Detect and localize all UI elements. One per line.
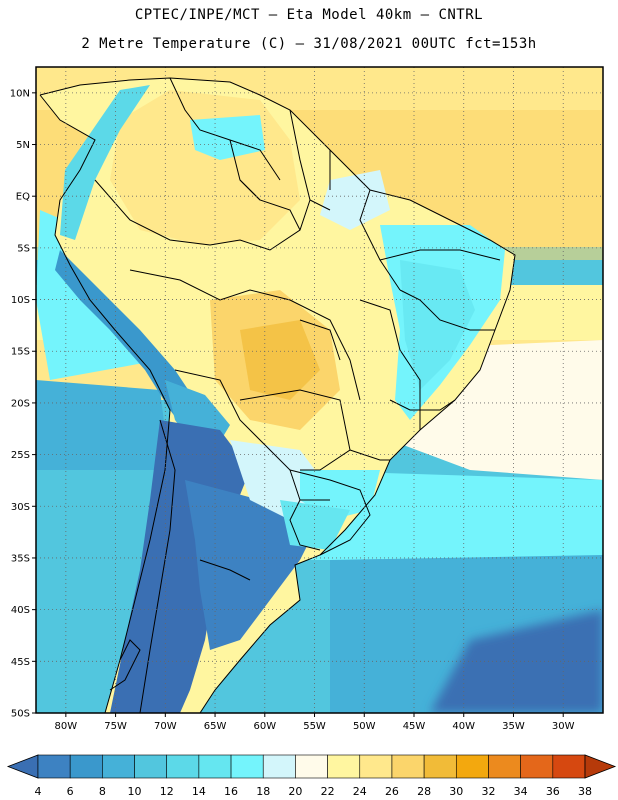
lat-label: 45S <box>11 657 30 668</box>
colorbar-label: 34 <box>514 785 528 798</box>
lat-label: 20S <box>11 398 30 409</box>
lat-label: 5S <box>17 243 30 254</box>
colorbar-bin <box>69 754 103 779</box>
colorbar: 4 6 8 10 12 14 16 18 20 22 24 26 28 30 32 34 36 38 <box>6 754 617 798</box>
colorbar-low-arrow <box>6 754 39 779</box>
lon-label: 80W <box>55 721 78 732</box>
colorbar-high-arrow <box>584 754 617 779</box>
colorbar-bin <box>552 754 586 779</box>
colorbar-bin <box>102 754 135 779</box>
colorbar-label: 14 <box>192 785 206 798</box>
colorbar-label: 12 <box>160 785 174 798</box>
lon-label: 35W <box>502 721 525 732</box>
colorbar-label: 20 <box>288 785 302 798</box>
lon-label: 40W <box>452 721 475 732</box>
colorbar-bin <box>198 754 232 779</box>
colorbar-label: 24 <box>353 785 367 798</box>
map-frame <box>35 66 604 714</box>
lon-label: 75W <box>104 721 127 732</box>
colorbar-bin <box>455 754 489 779</box>
colorbar-bin <box>520 754 554 779</box>
colorbar-label: 6 <box>67 785 74 798</box>
colorbar-label: 22 <box>321 785 335 798</box>
colorbar-label: 8 <box>99 785 106 798</box>
graticule <box>36 67 603 713</box>
colorbar-bin <box>230 754 264 779</box>
lat-label: 35S <box>11 553 30 564</box>
colorbar-bin <box>359 754 393 779</box>
lon-label: 70W <box>154 721 177 732</box>
latitude-axis: 10N 5N EQ 5S 10S 15S 20S 25S 30S 35S 40S 45S 50S <box>10 88 36 720</box>
lat-label: 10S <box>11 295 30 306</box>
lat-label: 50S <box>11 709 30 720</box>
lat-label: 30S <box>11 502 30 513</box>
lon-label: 45W <box>403 721 426 732</box>
lon-label: 65W <box>204 721 227 732</box>
colorbar-bin <box>295 754 328 779</box>
lon-label: 60W <box>253 721 276 732</box>
longitude-axis: 80W 75W 70W 65W 60W 55W 50W 45W 40W 35W 30W <box>55 713 575 732</box>
colorbar-label: 10 <box>128 785 142 798</box>
colorbar-label: 28 <box>417 785 431 798</box>
lat-label: 5N <box>16 140 30 151</box>
title-line-1: CPTEC/INPE/MCT – Eta Model 40km – CNTRL <box>134 7 484 23</box>
colorbar-label: 36 <box>546 785 560 798</box>
colorbar-bin <box>488 754 521 779</box>
colorbar-bin <box>423 754 457 779</box>
colorbar-label: 16 <box>224 785 238 798</box>
colorbar-label: 26 <box>385 785 399 798</box>
colorbar-label: 18 <box>256 785 270 798</box>
lat-label: 25S <box>11 450 30 461</box>
colorbar-label: 38 <box>578 785 592 798</box>
title-line-2: 2 Metre Temperature (C) – 31/08/2021 00U… <box>81 36 537 52</box>
colorbar-bin <box>166 754 200 779</box>
colorbar-bin <box>391 754 425 779</box>
colorbar-bin <box>37 754 71 779</box>
lat-label: 40S <box>11 605 30 616</box>
colorbar-bin <box>327 754 361 779</box>
colorbar-bin <box>134 754 168 779</box>
lon-label: 30W <box>552 721 575 732</box>
colorbar-label: 4 <box>35 785 42 798</box>
lon-label: 50W <box>353 721 376 732</box>
lat-label: 10N <box>10 88 30 99</box>
country-borders <box>39 77 516 713</box>
colorbar-label: 32 <box>481 785 495 798</box>
temperature-field <box>36 67 603 713</box>
lat-label: 15S <box>11 347 30 358</box>
lon-label: 55W <box>303 721 326 732</box>
colorbar-label: 30 <box>449 785 463 798</box>
colorbar-bin <box>262 754 296 779</box>
lat-label: EQ <box>16 192 30 203</box>
